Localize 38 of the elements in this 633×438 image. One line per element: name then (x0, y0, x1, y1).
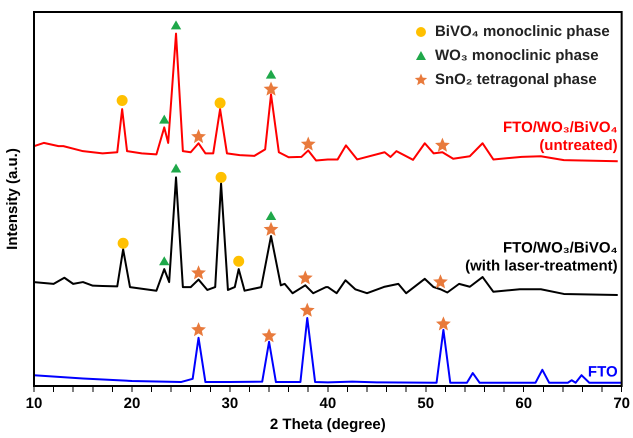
point (266, 70, 276, 79)
series-label: FTO/WO₃/BiVO₄ (with laser-treatment) (465, 240, 618, 275)
point (171, 20, 181, 30)
x-axis-title: 2 Theta (degree) (270, 416, 386, 434)
point (214, 97, 226, 108)
point (435, 138, 450, 152)
point (159, 256, 170, 266)
series-label: FTO (588, 363, 618, 380)
point (216, 172, 227, 183)
point (266, 211, 276, 220)
point (264, 222, 278, 236)
legend-label: BiVO₄ monoclinic phase (434, 23, 610, 40)
point (300, 136, 316, 151)
point (264, 82, 278, 96)
point (159, 115, 170, 124)
legend-label: SnO₂ tetragonal phase (434, 71, 597, 88)
point (262, 328, 276, 342)
x-tick-label: 10 (26, 395, 42, 412)
x-tick-label: 50 (417, 395, 434, 412)
series-label: FTO/WO₃/BiVO₄ (untreated) (503, 118, 618, 154)
point (171, 164, 181, 173)
x-tick-label: 70 (613, 395, 630, 412)
y-axis-title: Intensity (a.u.) (4, 148, 22, 250)
x-tick-label: 30 (222, 395, 238, 412)
point (298, 270, 313, 284)
point (436, 316, 451, 330)
point (118, 238, 129, 249)
point (191, 265, 206, 280)
legend-label: WO₃ monoclinic phase (434, 47, 599, 64)
point (433, 274, 448, 288)
x-tick-label: 20 (124, 395, 140, 412)
point (191, 322, 206, 336)
point (191, 128, 206, 144)
point (233, 256, 244, 267)
point (116, 94, 128, 106)
point (300, 302, 315, 317)
x-tick-label: 60 (515, 395, 532, 412)
x-tick-label: 40 (319, 395, 336, 412)
